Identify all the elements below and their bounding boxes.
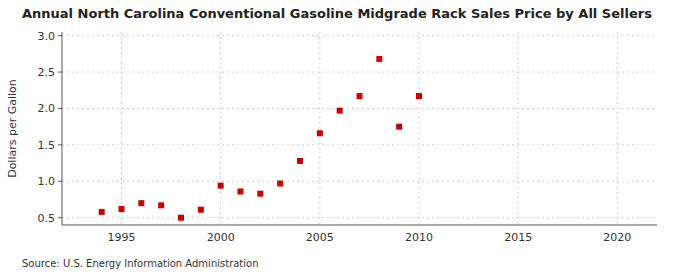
tick-label-x: 2000 bbox=[207, 231, 235, 244]
tick-y bbox=[58, 181, 62, 182]
axis-x bbox=[62, 225, 657, 226]
tick-label-y: 1.0 bbox=[38, 175, 56, 188]
grid-line-y bbox=[62, 181, 657, 182]
grid-line-x bbox=[319, 32, 320, 225]
tick-label-y: 2.0 bbox=[38, 102, 56, 115]
grid-line-x bbox=[220, 32, 221, 225]
tick-y bbox=[58, 108, 62, 109]
tick-y bbox=[58, 144, 62, 145]
grid-line-y bbox=[62, 144, 657, 145]
tick-label-y: 1.5 bbox=[38, 139, 56, 152]
grid-line-x bbox=[419, 32, 420, 225]
tick-label-y: 3.0 bbox=[38, 30, 56, 43]
grid bbox=[62, 32, 657, 225]
chart: Annual North Carolina Conventional Gasol… bbox=[0, 0, 675, 275]
point bbox=[158, 202, 164, 208]
tick-label-x: 2005 bbox=[306, 231, 334, 244]
axis-label-y: Dollars per Gallon bbox=[6, 79, 19, 178]
tick-label-x: 2010 bbox=[405, 231, 433, 244]
point bbox=[99, 209, 105, 215]
point bbox=[119, 206, 125, 212]
grid-line-y bbox=[62, 35, 657, 36]
point bbox=[277, 180, 283, 186]
grid-line-x bbox=[617, 32, 618, 225]
point bbox=[416, 93, 422, 99]
point bbox=[297, 158, 303, 164]
point bbox=[238, 188, 244, 194]
points bbox=[99, 56, 422, 221]
point bbox=[198, 207, 204, 213]
title: Annual North Carolina Conventional Gasol… bbox=[22, 6, 652, 21]
point bbox=[218, 183, 224, 189]
tick-label-y: 0.5 bbox=[38, 212, 56, 225]
grid-line-x bbox=[121, 32, 122, 225]
point bbox=[138, 200, 144, 206]
tick-y bbox=[58, 72, 62, 73]
annotation: Source: U.S. Energy Information Administ… bbox=[22, 258, 259, 269]
axes: 0.5 1.0 1.5 2.0 2.5 3.0 1995 2000 2005 2010 2015 20… bbox=[38, 30, 658, 244]
point bbox=[376, 56, 382, 62]
point bbox=[178, 215, 184, 221]
tick-label-x: 2020 bbox=[603, 231, 631, 244]
grid-line-y bbox=[62, 108, 657, 109]
point bbox=[257, 191, 263, 197]
tick-label-x: 1995 bbox=[108, 231, 136, 244]
point bbox=[337, 108, 343, 114]
axis-y bbox=[62, 32, 63, 225]
tick-label-y: 2.5 bbox=[38, 66, 56, 79]
point bbox=[317, 130, 323, 136]
tick-y bbox=[58, 217, 62, 218]
grid-line-x bbox=[518, 32, 519, 225]
tick-y bbox=[58, 35, 62, 36]
tick-label-x: 2015 bbox=[504, 231, 532, 244]
point bbox=[396, 124, 402, 130]
grid-line-y bbox=[62, 72, 657, 73]
point bbox=[357, 93, 363, 99]
grid-line-y bbox=[62, 217, 657, 218]
